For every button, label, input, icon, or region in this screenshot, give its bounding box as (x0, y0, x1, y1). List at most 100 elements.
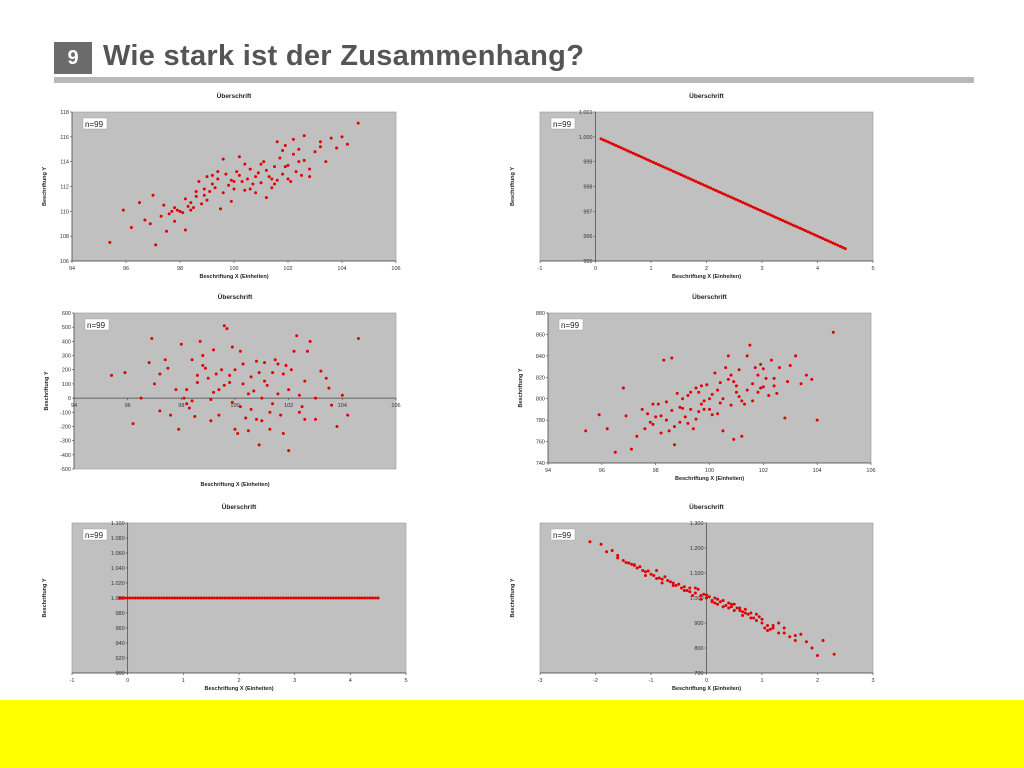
data-point (292, 349, 296, 353)
data-point (771, 214, 775, 218)
data-point (656, 163, 660, 167)
x-tick-label: 98 (653, 468, 659, 474)
data-point (793, 639, 797, 642)
y-tick-label: 400 (62, 339, 71, 345)
x-tick-label: 102 (284, 403, 293, 409)
data-point (273, 596, 277, 600)
data-point (794, 354, 798, 358)
data-point (646, 412, 650, 416)
data-point (236, 596, 240, 600)
data-point (342, 596, 346, 600)
data-point (818, 235, 822, 239)
x-tick-label: 104 (338, 403, 347, 409)
x-tick-label: 1 (182, 678, 185, 684)
data-point (358, 596, 362, 600)
data-point (175, 208, 179, 212)
y-tick-label: 0 (68, 396, 71, 402)
data-point (718, 401, 722, 405)
data-point (270, 177, 274, 181)
data-point (841, 245, 845, 249)
data-point (220, 596, 224, 600)
data-point (656, 402, 660, 406)
data-point (202, 193, 206, 197)
data-point (702, 407, 706, 411)
data-point (763, 626, 767, 630)
data-point (305, 349, 309, 353)
x-tick-label: 98 (178, 403, 184, 409)
data-point (286, 596, 290, 600)
data-point (254, 359, 258, 363)
data-point (207, 596, 211, 600)
data-point (726, 354, 730, 358)
data-point (621, 147, 625, 151)
data-point (190, 399, 194, 403)
data-point (291, 137, 295, 141)
x-tick-label: 106 (391, 403, 400, 409)
data-point (279, 413, 283, 417)
data-point (139, 396, 143, 400)
data-point (843, 247, 847, 251)
data-point (141, 596, 145, 600)
data-point (300, 405, 304, 409)
data-point (716, 602, 720, 606)
data-point (689, 177, 693, 181)
data-point (716, 597, 720, 601)
data-point (719, 191, 723, 195)
data-point (640, 407, 644, 411)
data-point (732, 380, 736, 384)
data-point (232, 180, 236, 184)
data-point (335, 146, 339, 150)
data-point (761, 385, 765, 389)
data-point (649, 159, 653, 163)
data-point (821, 639, 825, 642)
data-point (283, 144, 287, 148)
data-point (646, 158, 650, 162)
data-point (788, 364, 792, 367)
y-tick-label: 780 (536, 418, 545, 424)
data-point (648, 420, 652, 424)
y-tick-label: 700 (694, 671, 703, 677)
data-point (588, 540, 592, 544)
data-point (729, 373, 733, 377)
data-point (710, 392, 714, 396)
y-tick-label: 1.100 (690, 571, 704, 577)
data-point (268, 596, 272, 600)
data-point (693, 591, 697, 595)
data-point (749, 616, 753, 620)
data-point (363, 596, 367, 600)
x-tick-label: 4 (349, 678, 352, 684)
y-tick-label: 760 (536, 440, 545, 446)
chart-title: Überschrift (692, 292, 728, 301)
data-point (228, 380, 232, 384)
data-point (339, 596, 343, 600)
data-point (666, 167, 670, 171)
data-point (731, 196, 735, 200)
data-point (732, 609, 736, 612)
data-point (262, 160, 266, 164)
data-point (151, 193, 155, 197)
y-axis-label: Beschriftung Y (42, 578, 48, 617)
data-point (634, 153, 638, 157)
data-points (117, 596, 380, 600)
data-point (666, 579, 670, 582)
data-point (643, 570, 647, 574)
x-tick-label: 100 (229, 266, 238, 272)
x-tick-label: 2 (705, 266, 708, 272)
data-point (610, 549, 614, 552)
x-tick-label: 106 (866, 468, 875, 474)
data-point (295, 334, 299, 338)
data-point (216, 170, 220, 174)
y-tick-label: 999 (583, 160, 592, 166)
data-point (691, 178, 695, 182)
data-point (276, 596, 280, 600)
x-axis-label: Beschriftung X (Einheiten) (200, 482, 269, 488)
data-point (138, 596, 142, 600)
data-point (248, 167, 252, 171)
data-point (237, 173, 241, 177)
plot-area (547, 312, 872, 464)
data-point (149, 596, 153, 600)
x-tick-label: 100 (705, 468, 714, 474)
data-point (643, 427, 647, 431)
data-point (639, 155, 643, 159)
